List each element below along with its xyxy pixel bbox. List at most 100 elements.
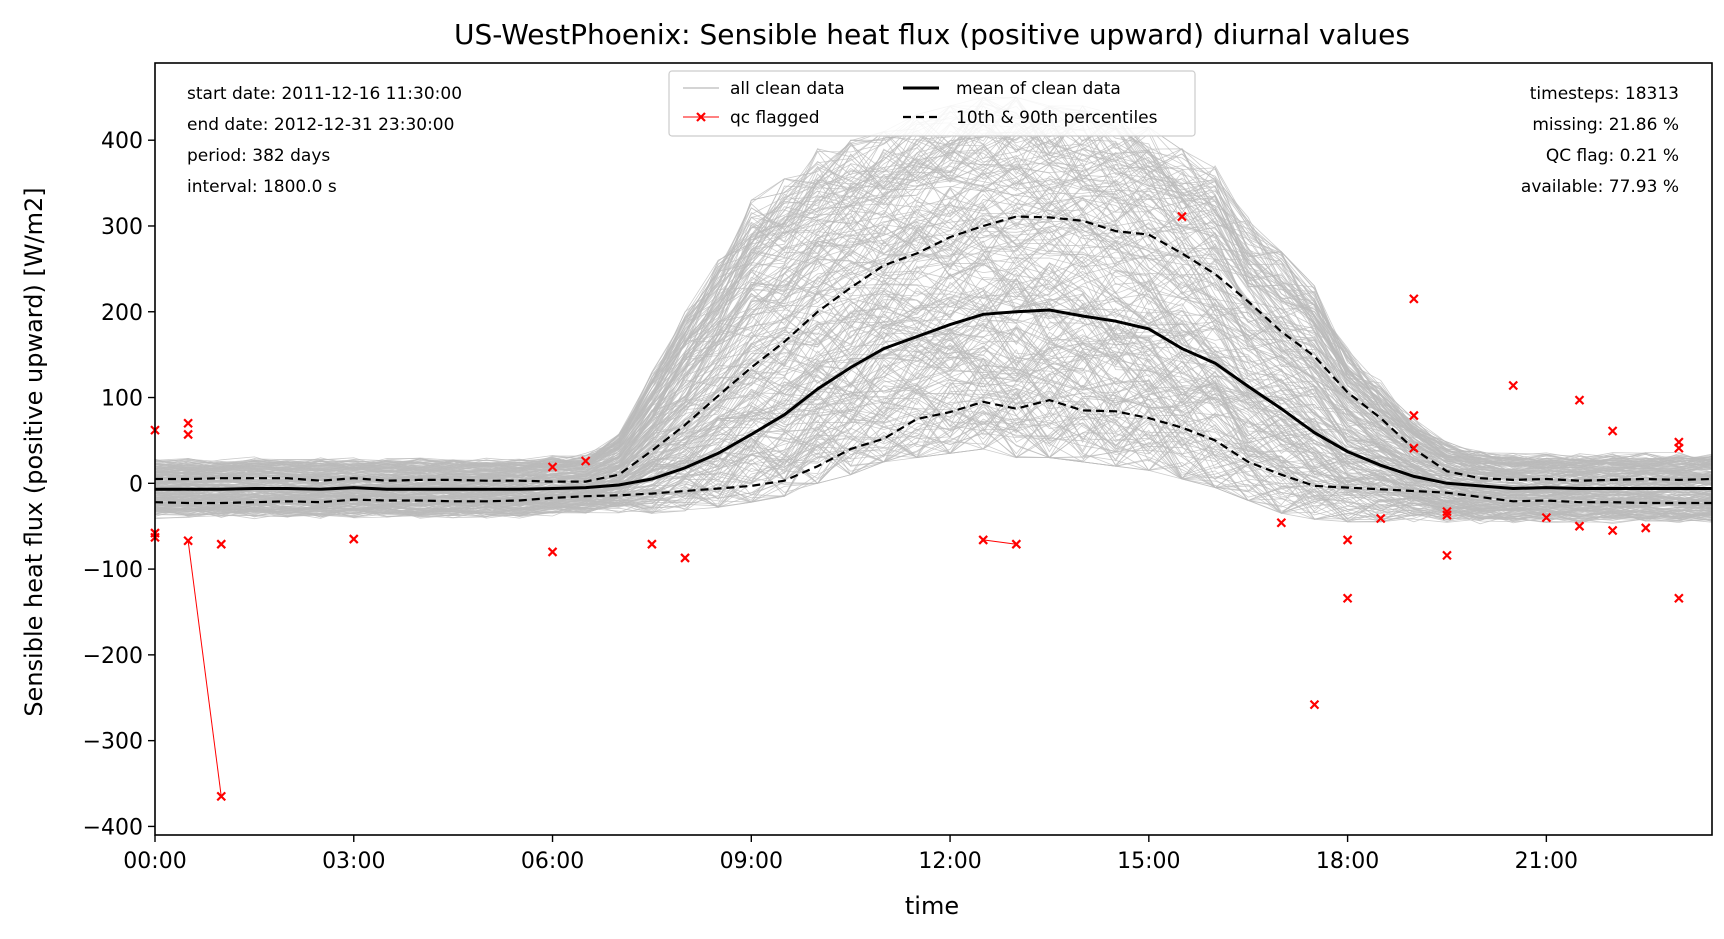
qc-flagged-point bbox=[1541, 512, 1552, 523]
qc-flagged-point bbox=[1409, 410, 1419, 421]
y-axis-label: Sensible heat flux (positive upward) [W/… bbox=[20, 187, 48, 716]
clean-data-line bbox=[154, 177, 1713, 481]
clean-data-line bbox=[154, 200, 1713, 487]
y-tick-label: −400 bbox=[83, 815, 143, 840]
clean-data-line bbox=[154, 221, 1713, 487]
y-tick-label: −100 bbox=[83, 558, 143, 583]
qc-flagged-point bbox=[1409, 443, 1419, 453]
clean-data-lines bbox=[154, 96, 1713, 525]
clean-data-line bbox=[154, 159, 1713, 478]
x-tick-label: 00:00 bbox=[123, 849, 186, 874]
clean-data-line bbox=[154, 163, 1713, 479]
clean-data-line bbox=[154, 185, 1713, 481]
clean-data-line bbox=[154, 357, 1713, 512]
qc-flagged-point bbox=[1442, 506, 1452, 517]
x-axis-ticks: 00:00 03:00 06:00 09:00 12:00 15:00 18:00 21:00 bbox=[123, 835, 1578, 874]
legend: all clean data mean of clean data qc fla… bbox=[668, 70, 1196, 137]
qc-flagged-point bbox=[1375, 513, 1386, 524]
clean-data-line bbox=[154, 357, 1713, 507]
clean-data-line bbox=[154, 105, 1713, 470]
clean-data-line bbox=[154, 131, 1713, 476]
qc-flagged-markers bbox=[150, 211, 1684, 802]
qc-flagged-point bbox=[216, 791, 227, 802]
qc-flagged-point bbox=[1342, 535, 1353, 545]
clean-data-line bbox=[154, 335, 1713, 511]
info-qc-flag: QC flag: 0.21 % bbox=[1546, 146, 1679, 166]
percentile-lines bbox=[154, 215, 1713, 505]
qc-flagged-point bbox=[348, 534, 359, 544]
clean-data-line bbox=[154, 334, 1713, 508]
qc-flagged-point bbox=[1309, 699, 1320, 710]
info-left: start date: 2011-12-16 11:30:00 end date… bbox=[187, 84, 462, 197]
y-axis-ticks: 400 300 200 100 0 −100 −200 −300 −400 bbox=[83, 129, 155, 840]
qc-flagged-point bbox=[647, 539, 657, 549]
info-missing: missing: 21.86 % bbox=[1532, 115, 1679, 135]
qc-flagged-point bbox=[680, 553, 690, 563]
qc-flagged-point bbox=[1640, 523, 1651, 533]
info-start-date: start date: 2011-12-16 11:30:00 bbox=[187, 84, 462, 104]
qc-flagged-point bbox=[1674, 593, 1684, 604]
qc-flagged-segment bbox=[983, 539, 1017, 545]
x-tick-label: 06:00 bbox=[521, 849, 584, 874]
info-available: available: 77.93 % bbox=[1521, 177, 1679, 197]
qc-flagged-point bbox=[1574, 521, 1585, 531]
qc-flagged-point bbox=[1442, 510, 1452, 520]
clean-data-line bbox=[154, 202, 1713, 487]
y-tick-label: 200 bbox=[101, 301, 143, 326]
clean-data-line bbox=[154, 205, 1713, 486]
clean-data-line bbox=[154, 97, 1713, 470]
x-tick-label: 21:00 bbox=[1515, 849, 1578, 874]
clean-data-line bbox=[154, 372, 1713, 513]
info-interval: interval: 1800.0 s bbox=[187, 177, 337, 197]
clean-data-line bbox=[154, 383, 1713, 519]
legend-swatch-qc-marker bbox=[696, 112, 706, 122]
y-tick-label: 100 bbox=[101, 387, 143, 412]
clean-data-line bbox=[154, 209, 1713, 486]
chart-title: US-WestPhoenix: Sensible heat flux (posi… bbox=[454, 18, 1410, 51]
x-tick-label: 15:00 bbox=[1117, 849, 1180, 874]
qc-flagged-point bbox=[1674, 443, 1684, 453]
qc-flagged-point bbox=[1177, 211, 1187, 222]
y-tick-label: 0 bbox=[129, 472, 143, 497]
clean-data-line bbox=[154, 417, 1713, 522]
clean-data-line bbox=[154, 166, 1713, 483]
plot-area-frame bbox=[154, 62, 1713, 836]
qc-flagged-point bbox=[1574, 395, 1585, 405]
qc-flagged-point bbox=[1342, 593, 1353, 604]
info-timesteps: timesteps: 18313 bbox=[1530, 84, 1679, 104]
clean-data-line bbox=[154, 207, 1713, 487]
qc-flagged-point bbox=[1607, 525, 1618, 536]
qc-flagged-point bbox=[1442, 550, 1452, 561]
clean-data-line bbox=[154, 155, 1713, 480]
qc-flagged-point bbox=[547, 462, 558, 472]
y-tick-label: −300 bbox=[83, 730, 143, 755]
legend-box bbox=[668, 70, 1196, 137]
info-period: period: 382 days bbox=[187, 146, 330, 166]
y-tick-label: −200 bbox=[83, 644, 143, 669]
legend-label-clean: all clean data bbox=[730, 79, 845, 99]
clean-data-line bbox=[154, 108, 1713, 472]
mean-line bbox=[155, 308, 1712, 491]
clean-data-line bbox=[154, 149, 1713, 474]
qc-flagged-point bbox=[183, 536, 193, 546]
info-end-date: end date: 2012-12-31 23:30:00 bbox=[187, 115, 454, 135]
qc-flagged-point bbox=[1607, 426, 1618, 436]
qc-flagged-segment bbox=[187, 540, 222, 797]
x-axis-label: time bbox=[905, 892, 959, 920]
clean-data-line bbox=[154, 146, 1713, 475]
clean-data-line bbox=[154, 400, 1713, 522]
x-tick-label: 09:00 bbox=[720, 849, 783, 874]
clean-data-line bbox=[154, 312, 1713, 507]
qc-flagged-point bbox=[978, 535, 988, 545]
mean-line-group bbox=[155, 308, 1712, 491]
percentile-10-line bbox=[154, 398, 1712, 505]
clean-data-line bbox=[154, 213, 1713, 486]
qc-flagged-point bbox=[183, 429, 193, 440]
info-right: timesteps: 18313 missing: 21.86 % QC fla… bbox=[1521, 84, 1679, 197]
qc-flagged-point bbox=[183, 418, 193, 429]
qc-flagged-point bbox=[1011, 539, 1022, 549]
x-tick-label: 18:00 bbox=[1316, 849, 1379, 874]
clean-data-line bbox=[154, 390, 1713, 518]
x-tick-label: 12:00 bbox=[918, 849, 981, 874]
